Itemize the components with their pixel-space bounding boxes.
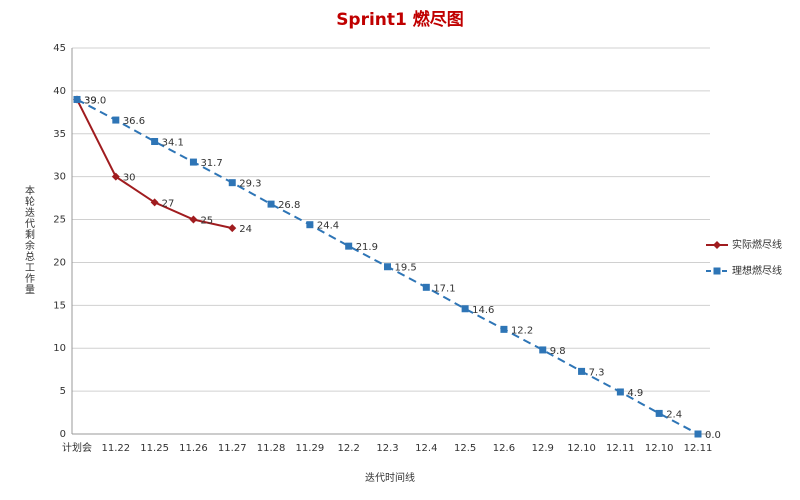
data-label: 9.8 — [550, 346, 566, 357]
x-tick-label: 11.27 — [218, 443, 247, 454]
data-label: 36.6 — [123, 116, 145, 127]
point — [112, 116, 120, 124]
x-tick-label: 12.6 — [493, 443, 515, 454]
x-tick-label: 12.10 — [567, 443, 596, 454]
point — [73, 95, 81, 103]
point — [228, 179, 236, 187]
x-tick-label: 11.29 — [296, 443, 325, 454]
data-label: 25 — [200, 216, 213, 227]
point — [713, 267, 721, 275]
point — [655, 409, 663, 417]
point — [422, 283, 430, 291]
data-label: 0.0 — [705, 430, 721, 441]
point — [616, 388, 624, 396]
point — [461, 305, 469, 313]
point — [306, 221, 314, 229]
x-tick-label: 12.3 — [376, 443, 398, 454]
x-tick-label: 12.11 — [606, 443, 635, 454]
x-tick-label: 12.4 — [415, 443, 437, 454]
data-label: 12.2 — [511, 325, 533, 336]
y-tick-label: 5 — [60, 386, 66, 397]
data-label: 24.4 — [317, 221, 339, 232]
data-label: 19.5 — [395, 263, 417, 274]
point — [267, 200, 275, 208]
data-label: 31.7 — [200, 158, 222, 169]
legend-label: 实际燃尽线 — [732, 238, 782, 251]
data-label: 27 — [162, 198, 175, 209]
data-label: 34.1 — [162, 137, 184, 148]
data-label: 14.6 — [472, 305, 494, 316]
x-tick-label: 12.5 — [454, 443, 476, 454]
x-tick-label: 11.22 — [101, 443, 130, 454]
data-label: 26.8 — [278, 200, 300, 211]
point — [578, 367, 586, 375]
x-axis-title: 迭代时间线 — [365, 471, 415, 484]
data-label: 39 — [84, 95, 97, 106]
x-tick-label: 11.28 — [257, 443, 286, 454]
data-label: 29.3 — [239, 179, 261, 190]
point — [150, 198, 159, 207]
point — [384, 263, 391, 271]
x-tick-label: 12.10 — [645, 443, 674, 454]
y-tick-label: 15 — [53, 300, 66, 311]
data-label: 21.9 — [356, 242, 378, 253]
point — [345, 242, 353, 250]
y-tick-label: 0 — [60, 429, 66, 440]
x-tick-label: 11.25 — [140, 443, 169, 454]
point — [500, 325, 508, 333]
y-tick-label: 40 — [53, 86, 66, 97]
point — [111, 172, 120, 181]
x-tick-label: 12.2 — [338, 443, 360, 454]
y-tick-label: 10 — [53, 343, 66, 354]
y-axis-title: 本轮迭代剩余总工作量 — [23, 184, 35, 295]
data-label: 17.1 — [433, 283, 455, 294]
data-label: 2.4 — [666, 409, 682, 420]
point — [151, 137, 159, 145]
y-tick-label: 25 — [53, 215, 66, 226]
data-label: 24 — [239, 224, 252, 235]
data-label: 4.9 — [627, 388, 643, 399]
chart-title: Sprint1 燃尽图 — [336, 9, 464, 30]
data-label: 39.0 — [84, 95, 106, 106]
point — [694, 430, 702, 438]
x-tick-label: 11.26 — [179, 443, 208, 454]
y-tick-label: 20 — [53, 257, 66, 268]
point — [189, 215, 198, 224]
y-tick-label: 30 — [53, 172, 66, 183]
point — [189, 158, 197, 166]
point — [713, 241, 721, 249]
legend-label: 理想燃尽线 — [732, 264, 782, 277]
y-tick-label: 45 — [53, 43, 66, 54]
y-tick-label: 35 — [53, 129, 66, 140]
x-tick-label: 12.11 — [684, 443, 713, 454]
data-label: 30 — [123, 173, 136, 184]
data-label: 7.3 — [589, 367, 605, 378]
x-tick-label: 计划会 — [62, 441, 92, 454]
point — [228, 224, 237, 233]
x-tick-label: 12.9 — [532, 443, 554, 454]
point — [539, 346, 547, 354]
